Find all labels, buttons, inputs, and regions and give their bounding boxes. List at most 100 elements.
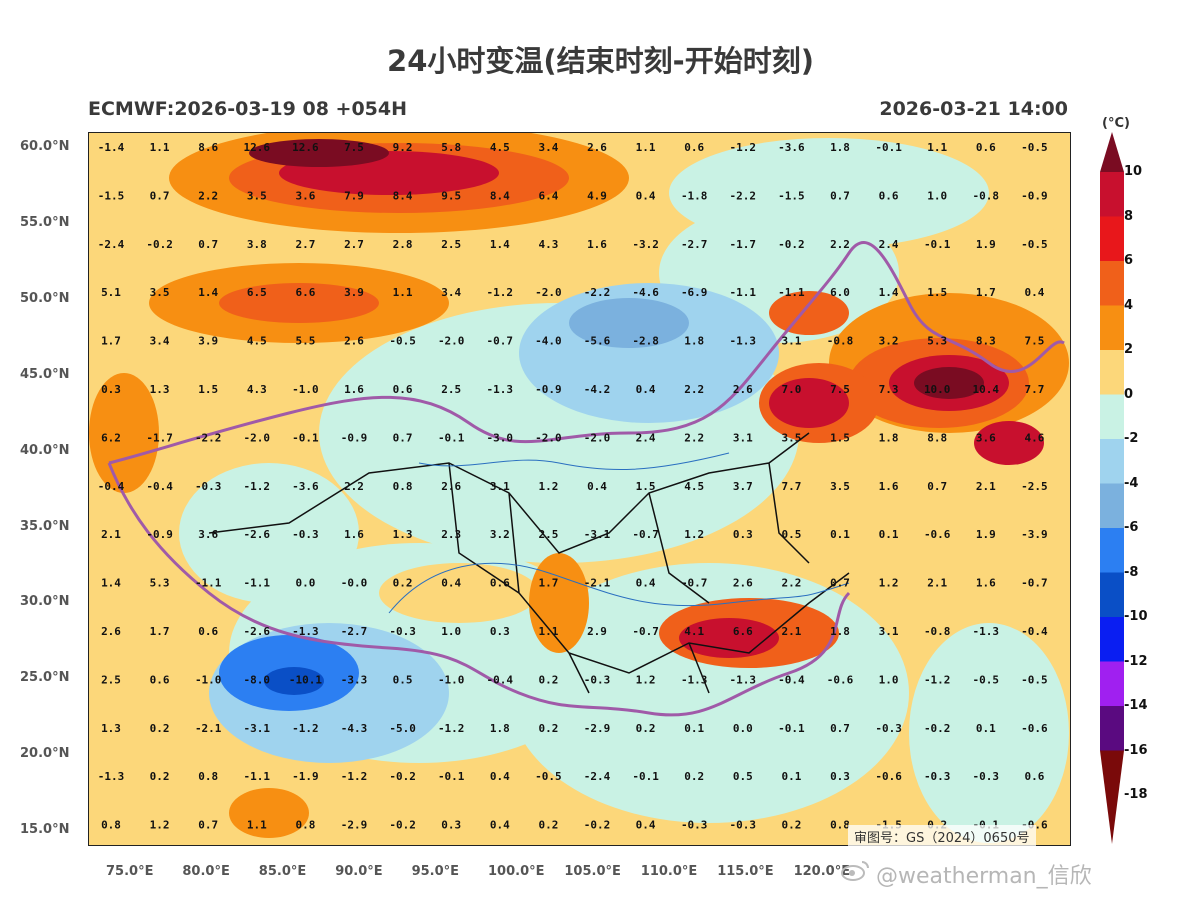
grid-value: -2.2 — [195, 431, 222, 444]
colorbar-tick-label: 8 — [1124, 208, 1134, 224]
grid-value: -0.3 — [924, 770, 951, 783]
grid-value: 7.0 — [781, 383, 801, 396]
grid-value: 10.4 — [973, 383, 1000, 396]
grid-value: 0.7 — [150, 189, 170, 202]
grid-value: 3.5 — [830, 480, 850, 493]
grid-value: 0.2 — [781, 819, 801, 832]
colorbar-segment — [1100, 528, 1124, 573]
grid-value: 1.1 — [247, 819, 267, 832]
grid-value: -2.6 — [244, 625, 271, 638]
grid-value: 0.2 — [684, 770, 704, 783]
grid-value: 8.4 — [393, 189, 413, 202]
grid-value: -3.2 — [632, 238, 659, 251]
latitude-label: 15.0°N — [20, 822, 70, 838]
grid-value: -6.9 — [681, 286, 708, 299]
grid-value: -0.3 — [730, 819, 757, 832]
grid-value: -1.8 — [681, 189, 708, 202]
grid-value: -0.5 — [389, 335, 416, 348]
grid-value: -3.1 — [584, 528, 611, 541]
grid-value: 0.6 — [684, 141, 704, 154]
colorbar-tick-label: -12 — [1124, 653, 1148, 669]
grid-value: -1.7 — [730, 238, 757, 251]
grid-value: -0.5 — [1021, 238, 1048, 251]
grid-value: 2.1 — [976, 480, 996, 493]
grid-value: -0.5 — [535, 770, 562, 783]
grid-value: 1.2 — [150, 819, 170, 832]
grid-value: 0.1 — [976, 722, 996, 735]
longitude-label: 120.0°E — [793, 864, 851, 879]
colorbar-tick-label: -14 — [1124, 698, 1148, 713]
grid-value: 8.4 — [490, 189, 510, 202]
grid-value: -2.0 — [535, 431, 562, 444]
grid-value: 0.8 — [393, 480, 413, 493]
latitude-label: 55.0°N — [20, 214, 70, 230]
grid-value: 0.6 — [198, 625, 218, 638]
grid-value: -0.9 — [535, 383, 562, 396]
grid-value: -1.9 — [292, 770, 319, 783]
grid-value: 0.4 — [636, 577, 656, 590]
grid-value: 2.7 — [295, 238, 315, 251]
grid-value: -1.0 — [195, 673, 222, 686]
grid-value: 0.5 — [781, 528, 801, 541]
grid-value: 2.2 — [344, 480, 364, 493]
grid-value: 0.6 — [393, 383, 413, 396]
grid-value: 1.1 — [538, 625, 558, 638]
grid-value: -0.8 — [924, 625, 951, 638]
model-run-label: ECMWF:2026-03-19 08 +054H — [88, 98, 408, 120]
grid-value: -1.0 — [438, 673, 465, 686]
grid-value: -0.4 — [778, 673, 805, 686]
valid-time-label: 2026-03-21 14:00 — [879, 98, 1068, 120]
grid-value: 2.6 — [101, 625, 121, 638]
grid-value: 1.2 — [538, 480, 558, 493]
grid-value: -1.2 — [341, 770, 368, 783]
grid-value: -0.5 — [1021, 673, 1048, 686]
grid-value: 0.5 — [393, 673, 413, 686]
grid-value: 1.3 — [393, 528, 413, 541]
grid-value: 1.2 — [879, 577, 899, 590]
grid-value: 3.8 — [247, 238, 267, 251]
grid-value: 0.1 — [879, 528, 899, 541]
grid-value: 0.7 — [198, 819, 218, 832]
grid-value: -1.3 — [98, 770, 125, 783]
grid-value: -0.6 — [827, 673, 854, 686]
grid-value: 1.9 — [976, 238, 996, 251]
grid-value: 3.2 — [879, 335, 899, 348]
longitude-label: 115.0°E — [717, 864, 774, 879]
grid-value: 1.4 — [879, 286, 899, 299]
grid-value: 2.5 — [538, 528, 558, 541]
grid-value: -0.3 — [681, 819, 708, 832]
grid-value: -0.2 — [146, 238, 173, 251]
grid-value: 1.7 — [538, 577, 558, 590]
grid-value: -3.1 — [244, 722, 271, 735]
grid-value: -1.1 — [244, 577, 271, 590]
grid-value: 5.1 — [101, 286, 121, 299]
grid-value: 0.2 — [150, 770, 170, 783]
grid-value: 12.6 — [244, 141, 271, 154]
grid-value: -2.0 — [535, 286, 562, 299]
grid-value: -3.9 — [1021, 528, 1048, 541]
grid-value: 10.0 — [924, 383, 951, 396]
grid-value: 4.9 — [587, 189, 607, 202]
grid-value: 2.9 — [587, 625, 607, 638]
grid-value: 2.7 — [344, 238, 364, 251]
grid-value: -0.9 — [146, 528, 173, 541]
grid-value: 6.0 — [830, 286, 850, 299]
grid-value: -0.7 — [487, 335, 514, 348]
grid-value: 0.4 — [490, 770, 510, 783]
grid-value: 1.1 — [636, 141, 656, 154]
grid-value: -1.3 — [487, 383, 514, 396]
colorbar-tick-label: -4 — [1124, 475, 1139, 491]
grid-value: -4.2 — [584, 383, 611, 396]
colorbar-tick-label: 10 — [1124, 164, 1143, 179]
grid-value: 6.6 — [295, 286, 315, 299]
colorbar-segment — [1100, 216, 1124, 261]
grid-value: -2.7 — [341, 625, 368, 638]
grid-value: -5.6 — [584, 335, 611, 348]
grid-value: 9.2 — [393, 141, 413, 154]
temperature-change-map: -1.4 1.1 8.6 12.6 12.6 7.5 9.2 5.8 4.5 3.4 2.6 1.1 0… — [88, 132, 1071, 846]
grid-value: 0.3 — [490, 625, 510, 638]
value-grid: -1.4 1.1 8.6 12.6 12.6 7.5 9.2 5.8 4.5 3.4 2.6 1.1 0… — [98, 141, 1048, 832]
grid-value: 2.4 — [879, 238, 899, 251]
grid-value: 0.2 — [150, 722, 170, 735]
grid-value: 0.2 — [538, 722, 558, 735]
